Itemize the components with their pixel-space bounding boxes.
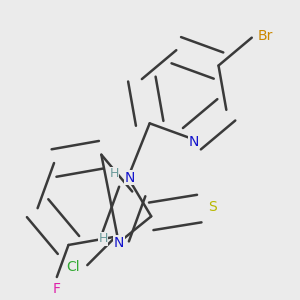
Text: Br: Br bbox=[258, 29, 273, 43]
Text: H: H bbox=[98, 232, 108, 245]
Text: Cl: Cl bbox=[67, 260, 80, 274]
Text: N: N bbox=[113, 236, 124, 250]
Text: S: S bbox=[208, 200, 217, 214]
Text: H: H bbox=[109, 167, 119, 180]
Text: N: N bbox=[188, 135, 199, 149]
Text: F: F bbox=[53, 282, 61, 296]
Text: N: N bbox=[124, 171, 135, 184]
